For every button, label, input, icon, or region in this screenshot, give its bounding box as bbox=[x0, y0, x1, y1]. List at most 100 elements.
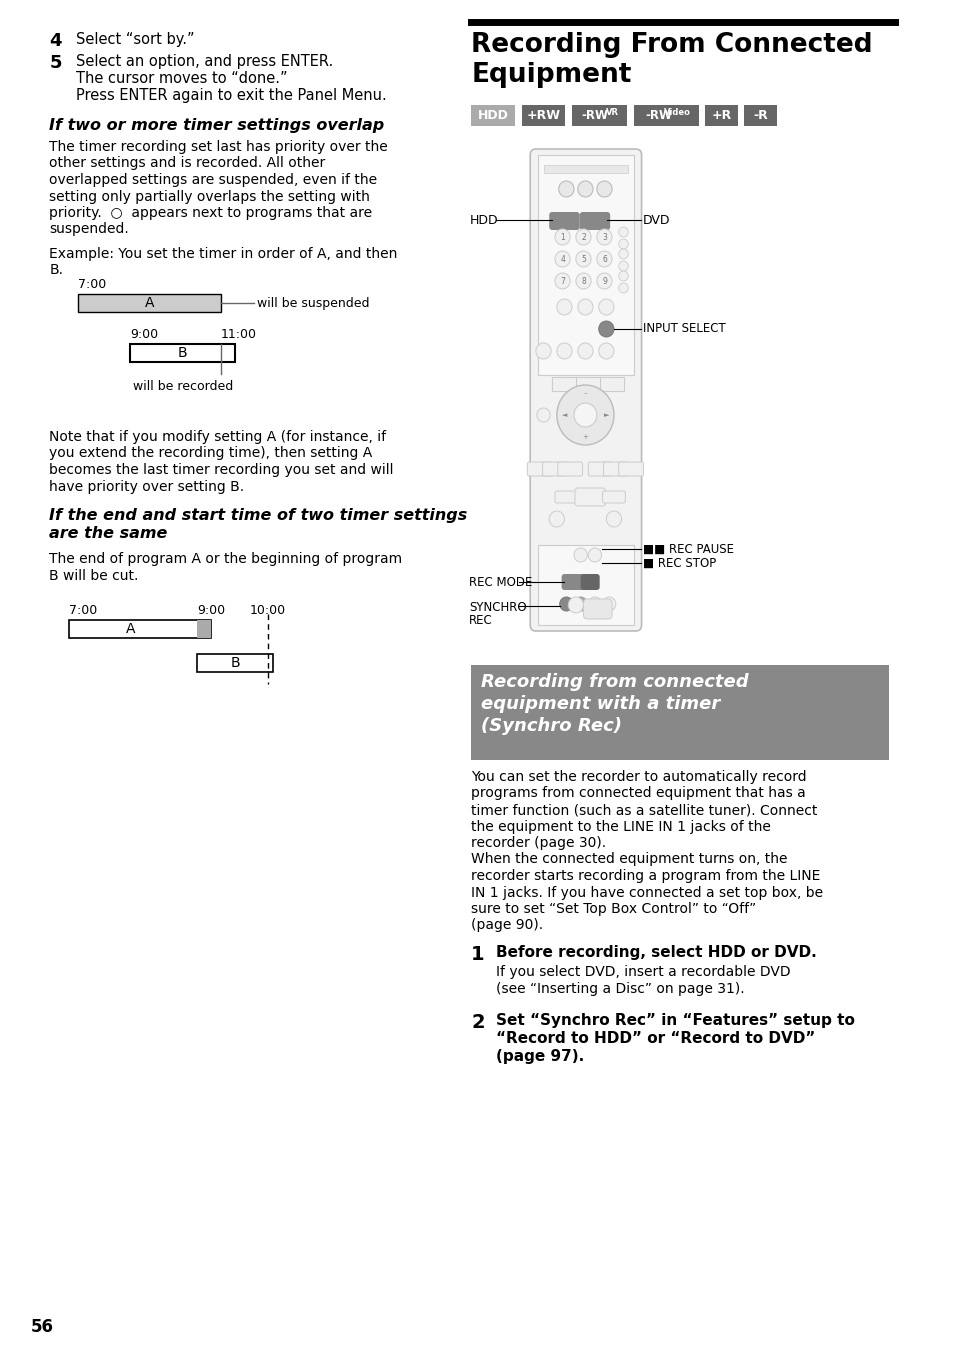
Text: (page 90).: (page 90). bbox=[471, 918, 543, 933]
Text: Video: Video bbox=[663, 108, 691, 118]
Circle shape bbox=[588, 548, 601, 562]
Bar bbox=[471, 105, 515, 126]
Bar bbox=[131, 343, 234, 362]
Text: HDD: HDD bbox=[477, 110, 508, 122]
Text: timer function (such as a satellite tuner). Connect: timer function (such as a satellite tune… bbox=[471, 803, 817, 817]
FancyBboxPatch shape bbox=[583, 599, 612, 619]
Bar bbox=[599, 377, 624, 391]
Text: you extend the recording time), then setting A: you extend the recording time), then set… bbox=[50, 446, 373, 461]
FancyBboxPatch shape bbox=[618, 462, 643, 476]
Circle shape bbox=[574, 548, 587, 562]
FancyBboxPatch shape bbox=[558, 462, 582, 476]
Circle shape bbox=[576, 251, 591, 266]
Text: Example: You set the timer in order of A, and then: Example: You set the timer in order of A… bbox=[50, 247, 397, 261]
Bar bbox=[634, 105, 698, 126]
Circle shape bbox=[606, 511, 621, 527]
Circle shape bbox=[618, 270, 628, 281]
Circle shape bbox=[557, 385, 614, 445]
Text: have priority over setting B.: have priority over setting B. bbox=[50, 480, 244, 493]
Text: -R: -R bbox=[752, 110, 767, 122]
FancyBboxPatch shape bbox=[527, 462, 552, 476]
Text: REC MODE: REC MODE bbox=[469, 576, 532, 588]
Text: B.: B. bbox=[50, 264, 64, 277]
Text: 5: 5 bbox=[580, 254, 585, 264]
Text: 8: 8 bbox=[580, 277, 585, 285]
Text: “Record to HDD” or “Record to DVD”: “Record to HDD” or “Record to DVD” bbox=[496, 1032, 815, 1046]
Text: –: – bbox=[583, 389, 586, 396]
Text: sure to set “Set Top Box Control” to “Off”: sure to set “Set Top Box Control” to “Of… bbox=[471, 902, 756, 917]
Text: 10:00: 10:00 bbox=[249, 604, 285, 617]
Circle shape bbox=[559, 598, 573, 611]
Bar bbox=[576, 377, 600, 391]
Circle shape bbox=[536, 343, 551, 360]
Text: 2: 2 bbox=[580, 233, 585, 242]
Circle shape bbox=[555, 273, 570, 289]
Text: will be suspended: will be suspended bbox=[256, 296, 369, 310]
FancyBboxPatch shape bbox=[603, 462, 628, 476]
Text: 11:00: 11:00 bbox=[220, 329, 256, 341]
Circle shape bbox=[576, 228, 591, 245]
Circle shape bbox=[597, 251, 612, 266]
Circle shape bbox=[618, 239, 628, 249]
Text: ►: ► bbox=[603, 412, 608, 418]
Text: Note that if you modify setting A (for instance, if: Note that if you modify setting A (for i… bbox=[50, 430, 386, 443]
FancyBboxPatch shape bbox=[561, 575, 584, 589]
Text: When the connected equipment turns on, the: When the connected equipment turns on, t… bbox=[471, 853, 787, 867]
Text: +R: +R bbox=[711, 110, 731, 122]
Text: The cursor moves to “done.”: The cursor moves to “done.” bbox=[76, 72, 288, 87]
Text: +RW: +RW bbox=[526, 110, 560, 122]
Text: other settings and is recorded. All other: other settings and is recorded. All othe… bbox=[50, 157, 325, 170]
FancyBboxPatch shape bbox=[530, 149, 641, 631]
Bar bbox=[552, 377, 577, 391]
Bar bbox=[537, 155, 634, 375]
Text: A: A bbox=[145, 296, 154, 310]
Text: suspended.: suspended. bbox=[50, 223, 129, 237]
Text: ■ REC STOP: ■ REC STOP bbox=[642, 557, 715, 569]
Circle shape bbox=[555, 228, 570, 245]
Circle shape bbox=[598, 299, 614, 315]
Text: (page 97).: (page 97). bbox=[496, 1049, 583, 1064]
Text: B: B bbox=[178, 346, 188, 360]
Circle shape bbox=[557, 343, 572, 360]
Text: You can set the recorder to automatically record: You can set the recorder to automaticall… bbox=[471, 771, 806, 784]
Circle shape bbox=[574, 598, 587, 611]
FancyBboxPatch shape bbox=[542, 462, 567, 476]
Text: recorder starts recording a program from the LINE: recorder starts recording a program from… bbox=[471, 869, 820, 883]
Circle shape bbox=[618, 249, 628, 260]
Text: Select “sort by.”: Select “sort by.” bbox=[76, 32, 194, 47]
Text: 7:00: 7:00 bbox=[69, 604, 96, 617]
Circle shape bbox=[557, 299, 572, 315]
Text: Recording From Connected: Recording From Connected bbox=[471, 32, 872, 58]
Circle shape bbox=[618, 283, 628, 293]
Text: DVD: DVD bbox=[642, 214, 669, 227]
Text: VR: VR bbox=[605, 108, 618, 118]
Text: IN 1 jacks. If you have connected a set top box, be: IN 1 jacks. If you have connected a set … bbox=[471, 886, 822, 899]
Circle shape bbox=[598, 343, 614, 360]
Bar bbox=[69, 621, 212, 638]
Text: ■■ REC PAUSE: ■■ REC PAUSE bbox=[642, 542, 733, 556]
Text: Equipment: Equipment bbox=[471, 62, 631, 88]
Text: -RW: -RW bbox=[644, 110, 672, 122]
Text: 1: 1 bbox=[471, 945, 484, 964]
Text: +: + bbox=[582, 434, 588, 439]
Text: Press ENTER again to exit the Panel Menu.: Press ENTER again to exit the Panel Menu… bbox=[76, 88, 387, 103]
Bar bbox=[704, 105, 737, 126]
Circle shape bbox=[576, 273, 591, 289]
Text: If the end and start time of two timer settings: If the end and start time of two timer s… bbox=[50, 508, 467, 523]
Text: priority.  ○  appears next to programs that are: priority. ○ appears next to programs tha… bbox=[50, 206, 373, 220]
Text: Set “Synchro Rec” in “Features” setup to: Set “Synchro Rec” in “Features” setup to bbox=[496, 1013, 854, 1028]
Circle shape bbox=[598, 320, 614, 337]
Text: The timer recording set last has priority over the: The timer recording set last has priorit… bbox=[50, 141, 388, 154]
FancyBboxPatch shape bbox=[555, 491, 578, 503]
FancyBboxPatch shape bbox=[575, 488, 605, 506]
Text: becomes the last timer recording you set and will: becomes the last timer recording you set… bbox=[50, 462, 394, 477]
Text: overlapped settings are suspended, even if the: overlapped settings are suspended, even … bbox=[50, 173, 377, 187]
Bar bbox=[197, 621, 212, 638]
FancyBboxPatch shape bbox=[579, 212, 610, 230]
Text: The end of program A or the beginning of program: The end of program A or the beginning of… bbox=[50, 552, 402, 566]
Text: -RW: -RW bbox=[580, 110, 608, 122]
FancyBboxPatch shape bbox=[580, 575, 599, 589]
Text: A: A bbox=[126, 622, 135, 635]
Text: If you select DVD, insert a recordable DVD: If you select DVD, insert a recordable D… bbox=[496, 965, 790, 979]
Text: the equipment to the LINE IN 1 jacks of the: the equipment to the LINE IN 1 jacks of … bbox=[471, 819, 770, 833]
